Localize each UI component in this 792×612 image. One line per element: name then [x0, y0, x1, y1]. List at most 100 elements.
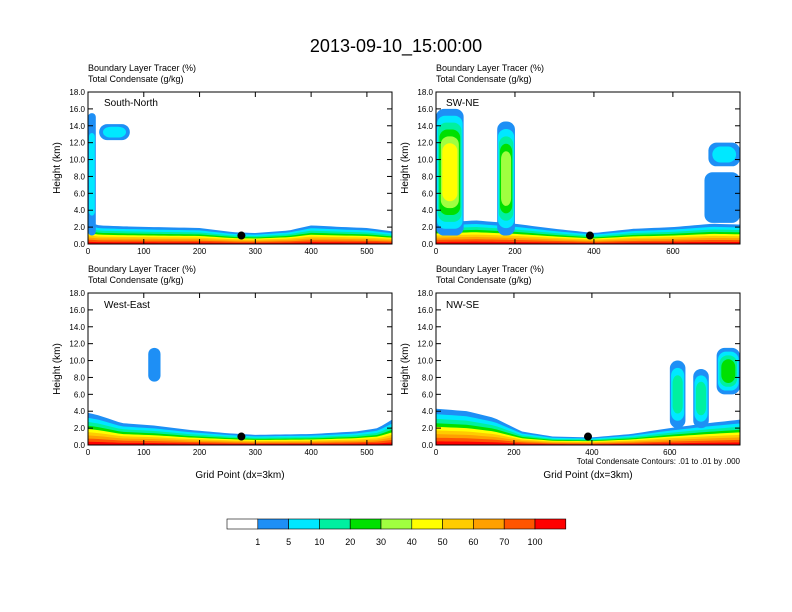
x-tick-label: 400	[304, 448, 318, 457]
y-tick-label: 16.0	[417, 306, 433, 315]
plot-frame	[435, 91, 741, 245]
x-tick-label: 100	[137, 448, 151, 457]
x-tick-label: 500	[360, 247, 374, 256]
colorbar-swatch	[319, 518, 351, 530]
x-axis-label: Grid Point (dx=3km)	[543, 470, 632, 481]
colorbar-swatch	[226, 518, 259, 530]
tracer-feature	[148, 347, 161, 382]
tracer-feature	[442, 143, 458, 202]
y-tick-label: 14.0	[417, 122, 433, 131]
y-tick-label: 14.0	[69, 323, 85, 332]
colorbar-label: 50	[438, 537, 448, 547]
tracer-feature	[712, 146, 737, 163]
x-tick-label: 500	[360, 448, 374, 457]
panel-label: West-East	[104, 300, 150, 311]
panel-header-2: Total Condensate (g/kg)	[436, 275, 532, 285]
colorbar-swatch	[442, 518, 474, 530]
tracer-feature	[721, 359, 736, 384]
colorbar-label: 20	[345, 537, 355, 547]
x-tick-label: 400	[587, 247, 601, 256]
panel-header-1: Boundary Layer Tracer (%)	[88, 264, 196, 274]
panel-header-2: Total Condensate (g/kg)	[436, 74, 532, 84]
colorbar-label: 10	[314, 537, 324, 547]
colorbar-label: 60	[468, 537, 478, 547]
x-tick-label: 100	[137, 247, 151, 256]
boundary-layer-band	[436, 241, 740, 244]
x-tick-label: 300	[249, 247, 263, 256]
y-tick-label: 2.0	[422, 424, 434, 433]
plot-frame	[435, 292, 741, 446]
colorbar-label: 5	[286, 537, 291, 547]
y-tick-label: 18.0	[69, 289, 85, 298]
y-tick-label: 18.0	[417, 88, 433, 97]
plot-area: 0.0 2.0 4.0 6.0 8.0 10.0 12.0 14.0 16.0 18.0 0 100 2…	[52, 88, 393, 256]
y-axis-label: Height (km)	[52, 142, 63, 194]
y-tick-label: 4.0	[74, 407, 86, 416]
plot-frame	[87, 292, 393, 446]
y-tick-label: 8.0	[74, 172, 86, 181]
colorbar-label: 1	[255, 537, 260, 547]
tracer-feature	[88, 133, 95, 216]
x-tick-label: 400	[585, 448, 599, 457]
y-tick-label: 0.0	[74, 441, 86, 450]
colorbar-label: 70	[499, 537, 509, 547]
y-axis-label: Height (km)	[400, 343, 411, 395]
plot-area: 0.0 2.0 4.0 6.0 8.0 10.0 12.0 14.0 16.0 18.0 0 100 2…	[52, 289, 393, 481]
panel-south-north: Boundary Layer Tracer (%) Total Condensa…	[52, 63, 393, 256]
y-tick-label: 6.0	[422, 390, 434, 399]
y-tick-label: 6.0	[74, 189, 86, 198]
y-axis-label: Height (km)	[400, 142, 411, 194]
y-tick-label: 12.0	[417, 139, 433, 148]
boundary-layer-band	[88, 441, 392, 445]
x-tick-label: 200	[193, 448, 207, 457]
y-tick-label: 16.0	[69, 306, 85, 315]
boundary-layer-band	[436, 441, 740, 445]
figure-title: 2013-09-10_15:00:00	[310, 36, 482, 57]
panel-label: South-North	[104, 98, 158, 109]
y-tick-label: 6.0	[422, 189, 434, 198]
tracer-feature	[102, 126, 127, 138]
y-tick-label: 12.0	[69, 139, 85, 148]
y-tick-label: 8.0	[422, 373, 434, 382]
y-tick-label: 8.0	[74, 373, 86, 382]
y-tick-label: 16.0	[69, 105, 85, 114]
panel-nw-se: Boundary Layer Tracer (%) Total Condensa…	[400, 264, 741, 481]
location-marker	[585, 231, 594, 240]
colorbar-swatch	[534, 518, 567, 530]
x-axis-label: Grid Point (dx=3km)	[195, 470, 284, 481]
x-tick-label: 0	[434, 247, 439, 256]
x-tick-label: 200	[508, 247, 522, 256]
y-tick-label: 4.0	[74, 206, 86, 215]
x-tick-label: 600	[666, 247, 680, 256]
y-tick-label: 0.0	[74, 240, 86, 249]
colorbar-label: 30	[376, 537, 386, 547]
y-tick-label: 0.0	[422, 240, 434, 249]
tracer-feature	[704, 172, 740, 223]
x-tick-label: 200	[193, 247, 207, 256]
tracer-feature	[695, 381, 707, 416]
x-tick-label: 300	[249, 448, 263, 457]
y-tick-label: 6.0	[74, 390, 86, 399]
y-tick-label: 16.0	[417, 105, 433, 114]
colorbar-swatch	[473, 518, 505, 530]
colorbar-swatch	[349, 518, 382, 530]
location-marker	[584, 432, 592, 441]
y-tick-label: 2.0	[74, 223, 86, 232]
panel-label: NW-SE	[446, 300, 479, 311]
contour-note: Total Condensate Contours: .01 to .01 by…	[577, 457, 741, 466]
panel-header-1: Boundary Layer Tracer (%)	[88, 63, 196, 73]
panel-header-2: Total Condensate (g/kg)	[88, 74, 184, 84]
x-tick-label: 0	[434, 448, 439, 457]
x-tick-label: 0	[86, 247, 91, 256]
colorbar-swatch	[380, 518, 413, 530]
colorbar-swatch	[257, 518, 289, 530]
y-tick-label: 18.0	[417, 289, 433, 298]
y-tick-label: 12.0	[69, 340, 85, 349]
y-tick-label: 0.0	[422, 441, 434, 450]
x-tick-label: 200	[507, 448, 521, 457]
y-tick-label: 10.0	[417, 156, 433, 165]
x-tick-label: 600	[663, 448, 677, 457]
colorbar-swatch	[503, 518, 536, 530]
panel-header-2: Total Condensate (g/kg)	[88, 275, 184, 285]
